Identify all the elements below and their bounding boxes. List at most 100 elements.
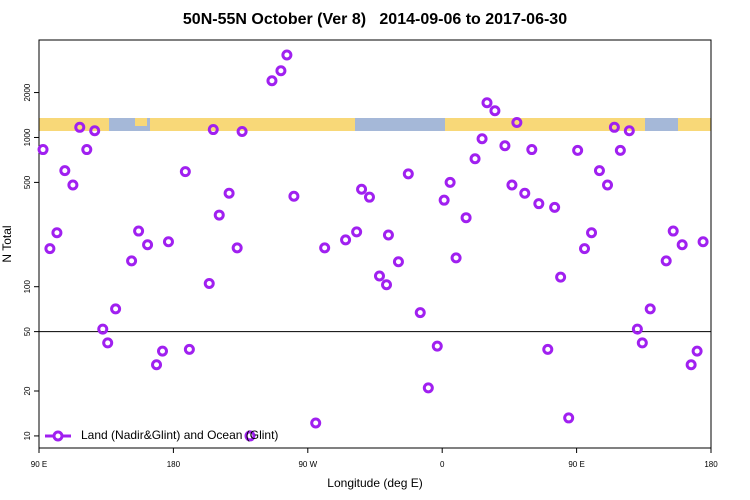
point: [489, 105, 501, 117]
point: [89, 125, 101, 137]
point: [402, 168, 414, 180]
point: [203, 278, 215, 290]
point: [223, 187, 235, 199]
land-ocean-band: [39, 118, 711, 131]
y-tick-label: 2000: [23, 83, 32, 101]
point: [356, 183, 368, 195]
point: [319, 242, 331, 254]
plot-frame: [38, 39, 712, 449]
chart-title: 50N-55N October (Ver 8) 2014-09-06 to 20…: [183, 11, 567, 28]
x-axis-label: Longitude (deg E): [327, 476, 422, 490]
point: [667, 225, 679, 237]
point: [614, 144, 626, 156]
point: [450, 252, 462, 264]
point: [691, 345, 703, 357]
point: [469, 153, 481, 165]
land-band: [150, 118, 355, 131]
point: [623, 125, 635, 137]
point: [236, 126, 248, 138]
point: [526, 144, 538, 156]
point: [74, 121, 86, 133]
point: [126, 255, 138, 267]
point: [563, 412, 575, 424]
point: [288, 190, 300, 202]
point: [275, 65, 287, 77]
point: [133, 225, 145, 237]
point: [431, 340, 443, 352]
point: [460, 212, 472, 224]
point: [213, 209, 225, 221]
x-tick-label: 90 E: [31, 460, 47, 469]
point: [51, 227, 63, 239]
y-tick-label: 20: [23, 386, 32, 395]
point: [310, 417, 322, 429]
point: [351, 226, 363, 238]
point: [593, 165, 605, 177]
land-band: [678, 118, 711, 131]
point: [685, 359, 697, 371]
point: [481, 97, 493, 109]
point: [183, 343, 195, 355]
point: [555, 271, 567, 283]
point: [281, 49, 293, 61]
point: [244, 430, 256, 442]
point: [102, 337, 114, 349]
y-tick-label: 100: [23, 279, 32, 293]
point: [392, 256, 404, 268]
point: [422, 382, 434, 394]
legend-label: Land (Nadir&Glint) and Ocean (Glint): [81, 428, 278, 442]
point: [110, 303, 122, 315]
point: [438, 194, 450, 206]
point: [380, 279, 392, 291]
y-tick-label: 10: [23, 431, 32, 440]
point: [340, 234, 352, 246]
point: [44, 243, 56, 255]
point: [414, 307, 426, 319]
point: [382, 229, 394, 241]
point: [572, 144, 584, 156]
point: [506, 179, 518, 191]
point: [231, 242, 243, 254]
point: [644, 303, 656, 315]
point: [37, 144, 49, 156]
point: [444, 176, 456, 188]
y-tick-label: 500: [23, 175, 32, 189]
point: [511, 116, 523, 128]
land-band: [135, 118, 147, 126]
point: [602, 179, 614, 191]
point: [156, 345, 168, 357]
x-tick-label: 90 W: [298, 460, 317, 469]
y-tick-label: 1000: [23, 128, 32, 146]
point: [67, 179, 79, 191]
point: [363, 191, 375, 203]
point: [97, 323, 109, 335]
point: [533, 198, 545, 210]
x-tick-label: 180: [704, 460, 718, 469]
point: [151, 359, 163, 371]
land-band: [445, 118, 645, 131]
point: [162, 236, 174, 248]
point: [142, 239, 154, 251]
point: [631, 323, 643, 335]
point: [676, 239, 688, 251]
point: [207, 124, 219, 136]
point: [476, 133, 488, 145]
point: [59, 165, 71, 177]
point: [542, 343, 554, 355]
point: [636, 337, 648, 349]
y-tick-label: 50: [23, 327, 32, 336]
point: [179, 166, 191, 178]
point: [81, 144, 93, 156]
point: [499, 140, 511, 152]
point: [373, 270, 385, 282]
point: [549, 201, 561, 213]
y-axis-label: N Total: [0, 225, 14, 262]
point: [519, 187, 531, 199]
point: [266, 75, 278, 87]
point: [660, 255, 672, 267]
point: [697, 236, 709, 248]
point: [586, 227, 598, 239]
